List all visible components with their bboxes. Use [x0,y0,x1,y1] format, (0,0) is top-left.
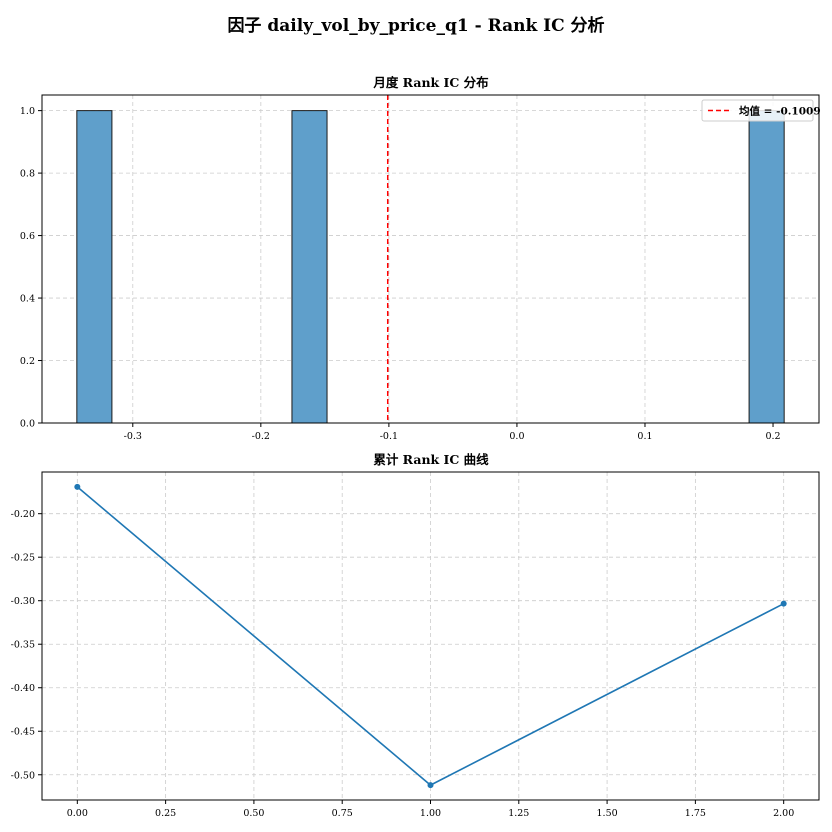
histogram-axes-frame [41,94,820,424]
line-chart-x-tick-label: 1.25 [508,808,529,819]
cumulative-ic-point [74,483,81,490]
line-chart-y-ticks: -0.20 -0.25 -0.30 -0.35 -0.40 -0.45 -0.50 [11,509,42,781]
histogram-y-tick-label: 0.0 [20,419,35,430]
line-chart-y-tick-label: -0.45 [11,727,35,738]
line-chart-y-tick-label: -0.25 [11,553,35,564]
histogram-title: 月度 Rank IC 分布 [372,75,489,90]
line-chart-y-tick-label: -0.40 [11,683,35,694]
line-chart-y-tick-label: -0.20 [11,509,35,520]
figure-suptitle: 因子 daily_vol_by_price_q1 - Rank IC 分析 [227,15,604,36]
histogram-panel: 月度 Rank IC 分布 -0.3 -0.2 -0.1 0.0 0.1 0.2 0.00… [20,75,821,442]
histogram-bar [291,110,328,424]
legend-mean-label: 均值 = -0.1009 [739,105,821,118]
line-chart-x-tick-label: 1.75 [685,808,706,819]
histogram-x-tick-label: 0.2 [765,431,780,442]
line-chart-x-tick-label: 0.50 [243,808,264,819]
histogram-x-tick-label: -0.1 [380,431,398,442]
line-chart-y-tick-label: -0.50 [11,770,35,781]
line-chart-x-tick-label: 1.00 [420,808,441,819]
line-chart-x-tick-label: 1.50 [597,808,618,819]
line-chart-y-tick-label: -0.30 [11,596,35,607]
cumulative-line-panel: 累计 Rank IC 曲线 0.00 0.25 0.50 0.75 1.00 1.25 1.… [11,452,820,819]
line-chart-title: 累计 Rank IC 曲线 [373,452,489,467]
histogram-y-tick-label: 0.6 [20,231,35,242]
line-chart-x-ticks: 0.00 0.25 0.50 0.75 1.00 1.25 1.50 1.75 2.00 [67,800,794,819]
histogram-y-tick-label: 1.0 [20,106,35,117]
line-chart-x-tick-label: 0.25 [155,808,176,819]
histogram-x-tick-label: -0.2 [252,431,270,442]
line-chart-x-tick-label: 0.00 [67,808,88,819]
histogram-y-tick-label: 0.4 [20,294,35,305]
histogram-x-tick-label: 0.0 [509,431,524,442]
line-chart-series [74,483,787,789]
histogram-x-ticks: -0.3 -0.2 -0.1 0.0 0.1 0.2 [124,423,781,442]
cumulative-ic-point [427,782,434,789]
histogram-bars [76,110,785,424]
histogram-x-tick-label: 0.1 [637,431,652,442]
histogram-y-ticks: 0.0 0.2 0.4 0.6 0.8 1.0 [20,106,42,430]
line-chart-x-tick-label: 2.00 [773,808,794,819]
histogram-bar [76,110,113,424]
histogram-x-tick-label: -0.3 [124,431,142,442]
line-chart-grid [42,472,819,800]
line-chart-x-tick-label: 0.75 [332,808,353,819]
histogram-grid [42,95,819,424]
legend-box [701,99,814,122]
histogram-y-tick-label: 0.2 [20,356,35,367]
histogram-bar [748,110,785,424]
cumulative-ic-point [780,600,787,607]
histogram-y-tick-label: 0.8 [20,169,35,180]
histogram-legend: 均值 = -0.1009 [701,99,821,122]
line-chart-y-tick-label: -0.35 [11,640,35,651]
